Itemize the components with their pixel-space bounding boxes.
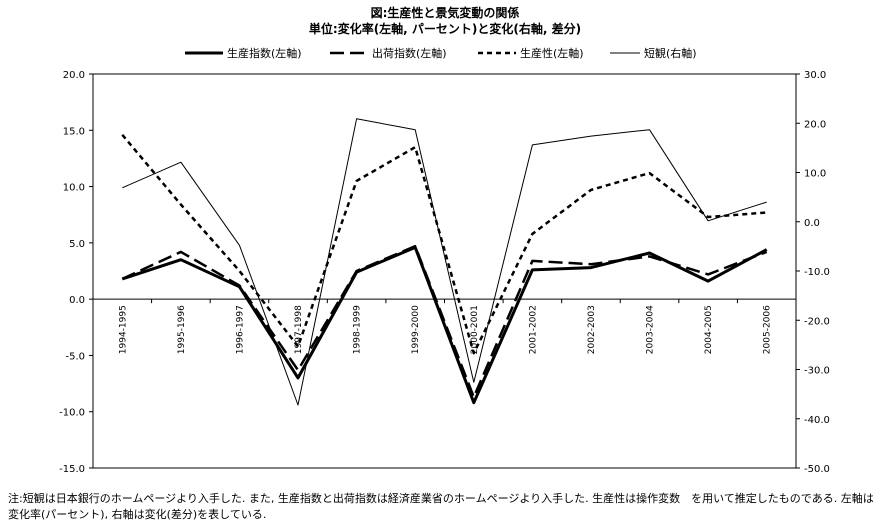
legend-label-3: 短観(右軸): [644, 46, 697, 60]
right-tick-label: -20.0: [804, 316, 830, 327]
right-tick-label: 30.0: [804, 70, 826, 81]
series-line-3: [122, 118, 767, 406]
right-tick-label: -30.0: [804, 366, 830, 377]
left-tick-label: 10.0: [63, 183, 85, 194]
category-label: 1997-1998: [294, 305, 304, 354]
right-tick-label: -10.0: [804, 267, 830, 278]
legend-label-1: 出荷指数(左軸): [372, 46, 447, 60]
category-label: 1996-1997: [235, 305, 245, 354]
right-tick-label: 0.0: [804, 218, 820, 229]
category-label: 2000-2001: [470, 305, 480, 354]
left-tick-label: -5.0: [65, 351, 85, 362]
category-label: 2003-2004: [646, 305, 656, 354]
legend-label-0: 生産指数(左軸): [227, 46, 302, 60]
left-tick-label: -10.0: [59, 408, 85, 419]
category-label: 1995-1996: [177, 305, 187, 354]
right-tick-label: -40.0: [804, 415, 830, 426]
left-tick-label: -15.0: [59, 464, 85, 475]
legend-label-2: 生産性(左軸): [520, 46, 584, 60]
right-tick-label: -50.0: [804, 464, 830, 475]
series-line-2: [121, 133, 767, 355]
category-label: 2005-2006: [763, 305, 773, 354]
series-line-0: [121, 245, 768, 405]
category-label: 2002-2003: [587, 305, 597, 354]
category-label: 2004-2005: [704, 305, 714, 354]
category-label: 1994-1995: [118, 305, 128, 354]
left-tick-label: 0.0: [69, 295, 85, 306]
category-label: 1998-1999: [353, 305, 363, 354]
series-line-1: [121, 244, 768, 399]
footnote: 注:短観は日本銀行のホームページより入手した. また, 生産指数と出荷指数は経済…: [8, 492, 874, 521]
left-tick-label: 15.0: [63, 126, 85, 137]
left-tick-label: 20.0: [63, 70, 85, 81]
chart-title: 図:生産性と景気変動の関係: [370, 6, 520, 20]
right-tick-label: 20.0: [804, 119, 826, 130]
category-label: 1999-2000: [411, 305, 421, 354]
right-tick-label: 10.0: [804, 169, 826, 180]
chart-subtitle: 単位:変化率(左軸, パーセント)と変化(右軸, 差分): [308, 22, 582, 36]
plot-area: [92, 73, 797, 469]
category-label: 2001-2002: [528, 305, 538, 354]
left-tick-label: 5.0: [69, 239, 85, 250]
